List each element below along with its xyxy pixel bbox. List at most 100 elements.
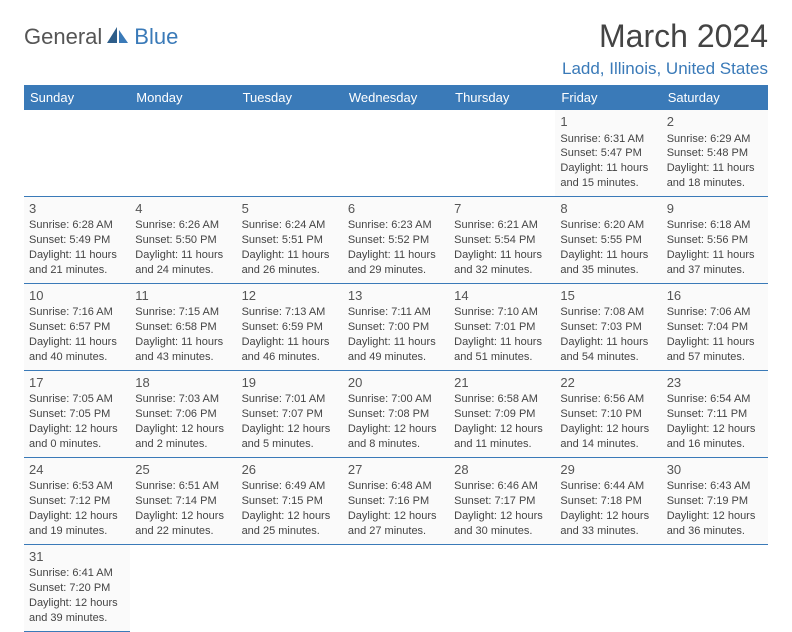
day-detail: Sunrise: 7:03 AM <box>135 392 231 407</box>
day-detail: Sunrise: 7:06 AM <box>667 305 763 320</box>
day-number: 5 <box>242 200 338 218</box>
day-detail: Daylight: 11 hours <box>454 335 550 350</box>
calendar-cell: 8Sunrise: 6:20 AMSunset: 5:55 PMDaylight… <box>555 196 661 283</box>
day-detail: Sunrise: 7:13 AM <box>242 305 338 320</box>
day-detail: Sunset: 6:57 PM <box>29 320 125 335</box>
calendar-cell <box>237 110 343 196</box>
page-title: March 2024 <box>562 18 768 55</box>
day-detail: Sunset: 5:49 PM <box>29 233 125 248</box>
day-detail: Sunrise: 7:11 AM <box>348 305 444 320</box>
day-detail: Sunset: 5:51 PM <box>242 233 338 248</box>
calendar-cell: 4Sunrise: 6:26 AMSunset: 5:50 PMDaylight… <box>130 196 236 283</box>
day-detail: Sunset: 7:00 PM <box>348 320 444 335</box>
day-detail: Sunrise: 6:43 AM <box>667 479 763 494</box>
day-number: 21 <box>454 374 550 392</box>
day-detail: Sunrise: 6:58 AM <box>454 392 550 407</box>
day-number: 15 <box>560 287 656 305</box>
day-number: 11 <box>135 287 231 305</box>
day-detail: Sunset: 5:47 PM <box>560 146 656 161</box>
day-detail: Daylight: 12 hours <box>242 509 338 524</box>
day-detail: Sunset: 7:07 PM <box>242 407 338 422</box>
day-detail: Sunset: 6:59 PM <box>242 320 338 335</box>
day-detail: and 8 minutes. <box>348 437 444 452</box>
day-detail: and 30 minutes. <box>454 524 550 539</box>
calendar-cell: 12Sunrise: 7:13 AMSunset: 6:59 PMDayligh… <box>237 283 343 370</box>
weekday-header: Saturday <box>662 85 768 110</box>
day-detail: Sunrise: 7:15 AM <box>135 305 231 320</box>
day-detail: and 36 minutes. <box>667 524 763 539</box>
calendar-cell <box>555 544 661 631</box>
day-detail: Sunrise: 6:24 AM <box>242 218 338 233</box>
calendar-cell <box>343 110 449 196</box>
day-detail: and 16 minutes. <box>667 437 763 452</box>
day-detail: and 21 minutes. <box>29 263 125 278</box>
day-detail: Sunset: 5:54 PM <box>454 233 550 248</box>
day-detail: Daylight: 12 hours <box>454 509 550 524</box>
day-detail: Sunset: 5:48 PM <box>667 146 763 161</box>
day-detail: and 15 minutes. <box>560 176 656 191</box>
day-detail: and 40 minutes. <box>29 350 125 365</box>
day-number: 8 <box>560 200 656 218</box>
day-detail: and 33 minutes. <box>560 524 656 539</box>
day-detail: Sunrise: 7:10 AM <box>454 305 550 320</box>
calendar-cell: 20Sunrise: 7:00 AMSunset: 7:08 PMDayligh… <box>343 370 449 457</box>
day-detail: Sunrise: 6:56 AM <box>560 392 656 407</box>
day-detail: and 57 minutes. <box>667 350 763 365</box>
calendar-cell <box>130 110 236 196</box>
day-number: 20 <box>348 374 444 392</box>
calendar-cell <box>237 544 343 631</box>
day-detail: Daylight: 11 hours <box>348 335 444 350</box>
day-detail: Sunset: 7:11 PM <box>667 407 763 422</box>
day-detail: Sunset: 7:19 PM <box>667 494 763 509</box>
day-number: 9 <box>667 200 763 218</box>
day-detail: Daylight: 11 hours <box>667 335 763 350</box>
day-number: 6 <box>348 200 444 218</box>
weekday-header: Monday <box>130 85 236 110</box>
calendar-cell: 17Sunrise: 7:05 AMSunset: 7:05 PMDayligh… <box>24 370 130 457</box>
day-number: 24 <box>29 461 125 479</box>
day-detail: and 43 minutes. <box>135 350 231 365</box>
day-detail: and 22 minutes. <box>135 524 231 539</box>
day-detail: Daylight: 11 hours <box>29 248 125 263</box>
day-detail: and 51 minutes. <box>454 350 550 365</box>
table-row: 10Sunrise: 7:16 AMSunset: 6:57 PMDayligh… <box>24 283 768 370</box>
day-detail: Sunset: 7:12 PM <box>29 494 125 509</box>
day-detail: Sunrise: 6:20 AM <box>560 218 656 233</box>
day-detail: and 35 minutes. <box>560 263 656 278</box>
day-detail: and 39 minutes. <box>29 611 125 626</box>
day-detail: Sunset: 7:04 PM <box>667 320 763 335</box>
day-detail: Sunrise: 6:31 AM <box>560 132 656 147</box>
day-detail: Sunrise: 6:49 AM <box>242 479 338 494</box>
calendar-cell: 15Sunrise: 7:08 AMSunset: 7:03 PMDayligh… <box>555 283 661 370</box>
location-label: Ladd, Illinois, United States <box>562 59 768 79</box>
calendar-cell: 14Sunrise: 7:10 AMSunset: 7:01 PMDayligh… <box>449 283 555 370</box>
day-detail: and 26 minutes. <box>242 263 338 278</box>
day-detail: Sunset: 7:18 PM <box>560 494 656 509</box>
day-detail: Daylight: 12 hours <box>560 509 656 524</box>
day-detail: Daylight: 11 hours <box>135 248 231 263</box>
day-number: 14 <box>454 287 550 305</box>
day-detail: Daylight: 12 hours <box>348 422 444 437</box>
calendar-cell: 21Sunrise: 6:58 AMSunset: 7:09 PMDayligh… <box>449 370 555 457</box>
day-detail: Sunset: 7:10 PM <box>560 407 656 422</box>
day-detail: Sunrise: 6:54 AM <box>667 392 763 407</box>
calendar-cell <box>449 110 555 196</box>
day-detail: Sunrise: 7:16 AM <box>29 305 125 320</box>
day-detail: Sunset: 7:03 PM <box>560 320 656 335</box>
day-detail: Sunset: 7:09 PM <box>454 407 550 422</box>
table-row: 1Sunrise: 6:31 AMSunset: 5:47 PMDaylight… <box>24 110 768 196</box>
calendar-cell <box>343 544 449 631</box>
day-detail: Sunset: 7:17 PM <box>454 494 550 509</box>
day-detail: Daylight: 12 hours <box>242 422 338 437</box>
calendar-body: 1Sunrise: 6:31 AMSunset: 5:47 PMDaylight… <box>24 110 768 631</box>
day-number: 4 <box>135 200 231 218</box>
calendar-header: SundayMondayTuesdayWednesdayThursdayFrid… <box>24 85 768 110</box>
day-detail: Daylight: 12 hours <box>667 509 763 524</box>
calendar-cell: 31Sunrise: 6:41 AMSunset: 7:20 PMDayligh… <box>24 544 130 631</box>
calendar-cell: 1Sunrise: 6:31 AMSunset: 5:47 PMDaylight… <box>555 110 661 196</box>
day-detail: Daylight: 12 hours <box>348 509 444 524</box>
calendar-cell: 3Sunrise: 6:28 AMSunset: 5:49 PMDaylight… <box>24 196 130 283</box>
day-number: 27 <box>348 461 444 479</box>
day-detail: Daylight: 11 hours <box>667 248 763 263</box>
day-number: 31 <box>29 548 125 566</box>
